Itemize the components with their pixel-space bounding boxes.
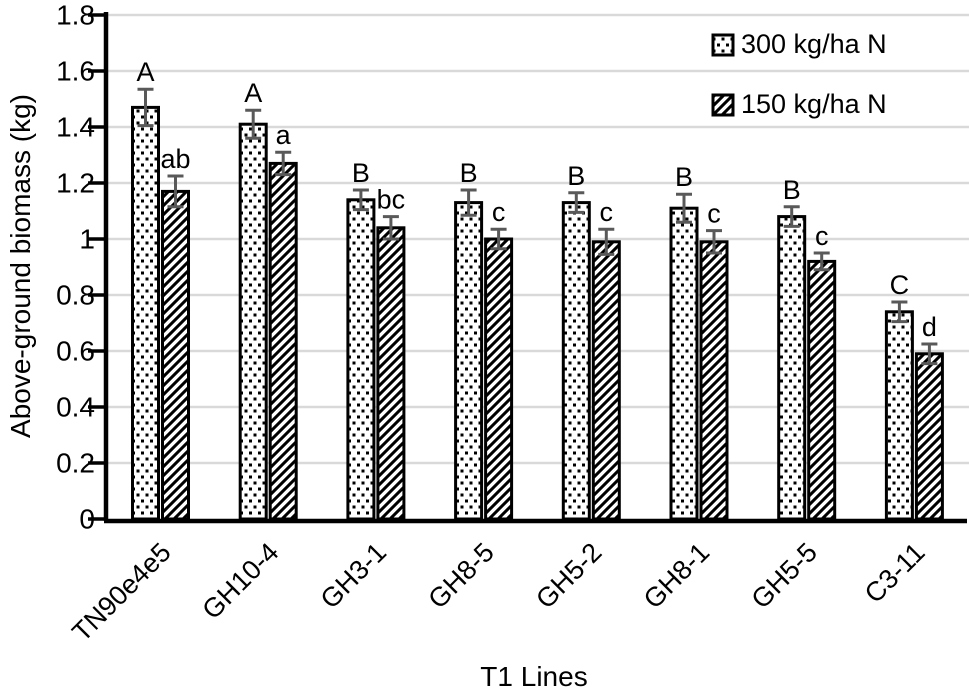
bar-300-GH8-5 [454, 201, 484, 521]
y-tick-label: 0.2 [56, 448, 95, 479]
error-bar-TN90e4e5 [167, 174, 184, 209]
error-bar-GH5-2 [568, 191, 585, 214]
y-tick-label: 0.6 [56, 336, 95, 367]
bar-150-GH5-2 [591, 240, 621, 521]
bar-300-GH5-5 [777, 215, 807, 521]
error-bar-GH10-4 [275, 150, 292, 177]
y-tick-label: 0.4 [56, 392, 95, 423]
y-tick-label: 0.8 [56, 280, 95, 311]
bar-150-GH8-5 [484, 237, 514, 521]
error-bar-GH8-1 [676, 192, 692, 224]
error-bar-GH8-5 [460, 188, 477, 217]
y-tick-label: 1.6 [56, 56, 95, 87]
legend-label: 150 kg/ha N [741, 89, 887, 119]
bar-300-GH5-2 [561, 201, 591, 521]
sig-letter: B [783, 175, 801, 205]
x-tick-label: GH5-5 [745, 537, 822, 614]
x-tick-label: GH8-5 [422, 537, 499, 614]
bar-300-GH10-4 [238, 122, 268, 521]
bars-layer [131, 105, 944, 521]
error-bar-GH5-5 [813, 251, 830, 272]
error-bar-GH3-1 [382, 215, 399, 241]
x-tick-label: GH3-1 [315, 537, 392, 614]
sig-letter: C [890, 270, 910, 300]
error-bar-GH3-1 [352, 188, 369, 212]
error-bar-C3-11 [921, 342, 938, 366]
bar-150-GH8-1 [699, 240, 729, 521]
y-tick-label: 1.4 [56, 112, 95, 143]
y-tick-label: 1 [79, 224, 95, 255]
bar-150-C3-11 [914, 352, 944, 521]
sig-letter: c [600, 197, 614, 227]
legend-marker-diagonal-icon [711, 93, 735, 117]
x-tick-label: TN90e4e5 [66, 537, 176, 647]
error-bar-GH8-1 [706, 229, 722, 255]
sig-letter: c [815, 221, 829, 251]
axes-layer [88, 12, 967, 524]
bar-300-TN90e4e5 [131, 105, 160, 521]
x-tick-label: C3-11 [859, 537, 931, 609]
error-bar-C3-11 [891, 300, 908, 324]
y-tick-label: 0 [79, 504, 95, 535]
x-tick-label: GH10-4 [196, 537, 284, 625]
sig-letter: A [244, 78, 262, 108]
sig-letter: bc [377, 185, 406, 215]
sig-letter: B [675, 162, 693, 192]
bar-300-C3-11 [884, 310, 914, 521]
bar-150-GH10-4 [268, 161, 298, 521]
legend: 300 kg/ha N 150 kg/ha N [711, 29, 887, 119]
sig-letter: B [460, 158, 478, 188]
x-tick-label: GH5-2 [530, 537, 607, 614]
legend-label: 300 kg/ha N [741, 29, 887, 59]
bar-150-GH3-1 [376, 226, 406, 521]
bar-150-TN90e4e5 [161, 189, 190, 521]
bar-300-GH8-1 [669, 206, 699, 521]
sig-letter: ab [160, 144, 190, 174]
sig-letter: A [136, 57, 154, 87]
sig-letter: d [922, 312, 937, 342]
y-axis-title: Above-ground biomass (kg) [5, 94, 36, 438]
x-tick-label: GH8-1 [638, 537, 715, 614]
error-bar-GH5-5 [783, 205, 800, 228]
error-bar-GH5-2 [598, 227, 615, 256]
error-bar-GH10-4 [245, 108, 262, 140]
sig-letter: c [492, 197, 506, 227]
sig-letter: B [567, 161, 585, 191]
sig-letter: a [276, 120, 292, 150]
gridlines-layer [108, 13, 969, 465]
error-bar-TN90e4e5 [137, 87, 154, 128]
y-tick-label: 1.2 [56, 168, 95, 199]
bar-300-GH3-1 [346, 198, 376, 521]
error-bar-GH8-5 [490, 227, 507, 251]
legend-marker-dots-icon [711, 33, 735, 57]
bar-150-GH5-5 [807, 259, 837, 521]
x-axis-title: T1 Lines [480, 661, 587, 692]
error-bars-layer [137, 87, 938, 366]
sig-letter: B [352, 158, 370, 188]
y-tick-label: 1.8 [56, 0, 95, 31]
sig-letter: c [707, 199, 721, 229]
